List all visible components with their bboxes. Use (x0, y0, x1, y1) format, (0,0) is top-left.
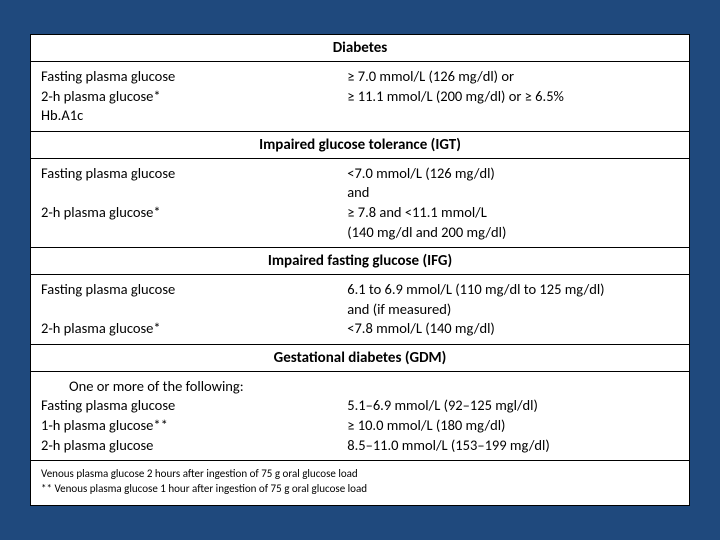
diabetes-left: Fasting plasma glucose 2-h plasma glucos… (41, 67, 347, 126)
footnotes: Venous plasma glucose 2 hours after inge… (31, 461, 689, 505)
footnote-1: Venous plasma glucose 2 hours after inge… (41, 467, 679, 482)
row-igt: Fasting plasma glucose 2-h plasma glucos… (31, 159, 689, 248)
text: 2-h plasma glucose* (41, 203, 347, 223)
text: and (347, 183, 679, 203)
igt-left: Fasting plasma glucose 2-h plasma glucos… (41, 164, 347, 242)
gdm-right: 5.1–6.9 mmol/L (92–125 mgl/dl) ≥ 10.0 mm… (347, 377, 679, 455)
text: <7.0 mmol/L (126 mg/dl) (347, 164, 679, 184)
text: (140 mg/dl and 200 mg/dl) (347, 223, 679, 243)
text (347, 377, 679, 397)
text (41, 183, 347, 203)
text: ≥ 7.8 and <11.1 mmol/L (347, 203, 679, 223)
criteria-table: Diabetes Fasting plasma glucose 2-h plas… (30, 34, 690, 506)
gdm-note: One or more of the following: (41, 377, 347, 397)
text: and (if measured) (347, 300, 679, 320)
igt-right: <7.0 mmol/L (126 mg/dl) and ≥ 7.8 and <1… (347, 164, 679, 242)
text: ≥ 7.0 mmol/L (126 mg/dl) or (347, 67, 679, 87)
text: 5.1–6.9 mmol/L (92–125 mgl/dl) (347, 396, 679, 416)
header-diabetes: Diabetes (31, 35, 689, 62)
text: 8.5–11.0 mmol/L (153–199 mg/dl) (347, 436, 679, 456)
text: Fasting plasma glucose (41, 164, 347, 184)
text: 2-h plasma glucose (41, 436, 347, 456)
ifg-right: 6.1 to 6.9 mmol/L (110 mg/dl to 125 mg/d… (347, 280, 679, 339)
diabetes-right: ≥ 7.0 mmol/L (126 mg/dl) or ≥ 11.1 mmol/… (347, 67, 679, 126)
ifg-left: Fasting plasma glucose 2-h plasma glucos… (41, 280, 347, 339)
text: 6.1 to 6.9 mmol/L (110 mg/dl to 125 mg/d… (347, 280, 679, 300)
text: Hb.A1c (41, 106, 347, 126)
gdm-left: One or more of the following: Fasting pl… (41, 377, 347, 455)
text: Fasting plasma glucose (41, 67, 347, 87)
row-diabetes: Fasting plasma glucose 2-h plasma glucos… (31, 62, 689, 132)
header-ifg: Impaired fasting glucose (IFG) (31, 248, 689, 275)
text: 2-h plasma glucose* (41, 319, 347, 339)
row-ifg: Fasting plasma glucose 2-h plasma glucos… (31, 275, 689, 345)
text: 1-h plasma glucose** (41, 416, 347, 436)
text: <7.8 mmol/L (140 mg/dl) (347, 319, 679, 339)
text: ≥ 10.0 mmol/L (180 mg/dl) (347, 416, 679, 436)
footnote-2: ** Venous plasma glucose 1 hour after in… (41, 482, 679, 497)
row-gdm: One or more of the following: Fasting pl… (31, 372, 689, 461)
text (41, 300, 347, 320)
header-igt: Impaired glucose tolerance (IGT) (31, 132, 689, 159)
text: 2-h plasma glucose* (41, 87, 347, 107)
text: Fasting plasma glucose (41, 396, 347, 416)
text: ≥ 11.1 mmol/L (200 mg/dl) or ≥ 6.5% (347, 87, 679, 107)
header-gdm: Gestational diabetes (GDM) (31, 345, 689, 372)
text: Fasting plasma glucose (41, 280, 347, 300)
